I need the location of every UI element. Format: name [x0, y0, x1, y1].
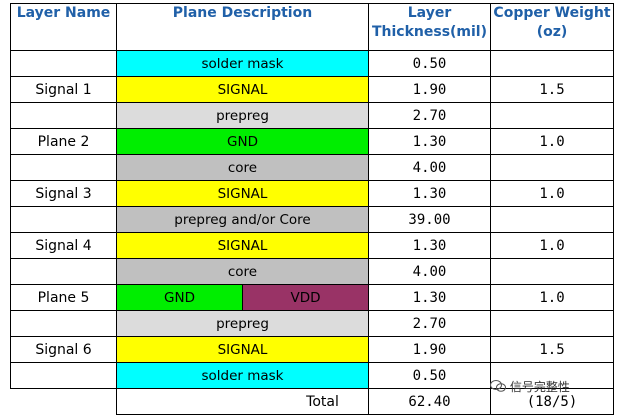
- copper-weight-cell: [490, 206, 614, 233]
- layer-name-cell: Plane 2: [10, 128, 117, 155]
- table-row: prepreg and/or Core 39.00: [10, 206, 614, 233]
- table-row: Plane 2 GND 1.30 1.0: [10, 128, 614, 155]
- copper-weight-cell: [490, 258, 614, 285]
- table-row: Signal 3 SIGNAL 1.30 1.0: [10, 180, 614, 207]
- layer-name-cell: Signal 3: [10, 180, 117, 207]
- copper-weight-cell: 1.0: [490, 284, 614, 311]
- thickness-cell: 4.00: [368, 258, 491, 285]
- layer-name-cell: Plane 5: [10, 284, 117, 311]
- wechat-logo-icon: [490, 380, 506, 392]
- table-row: Signal 4 SIGNAL 1.30 1.0: [10, 232, 614, 259]
- layer-name-cell: [10, 362, 117, 389]
- plane-description-cell: prepreg: [116, 102, 369, 129]
- header-layer-thickness-line1: Layer: [407, 5, 452, 21]
- thickness-cell: 1.30: [368, 180, 491, 207]
- table-row: solder mask 0.50: [10, 50, 614, 77]
- layer-name-cell: Signal 4: [10, 232, 117, 259]
- copper-weight-cell: [490, 310, 614, 337]
- copper-weight-cell: 1.0: [490, 180, 614, 207]
- table-row: Signal 6 SIGNAL 1.90 1.5: [10, 336, 614, 363]
- thickness-cell: 2.70: [368, 102, 491, 129]
- header-copper-weight-line1: Copper Weight: [493, 5, 611, 21]
- copper-weight-cell: [490, 154, 614, 181]
- header-plane-description: Plane Description: [116, 3, 369, 51]
- plane-description-cell: SIGNAL: [116, 336, 369, 363]
- total-copper-weight: (18/5): [490, 388, 614, 415]
- plane-description-cell: GND: [116, 128, 369, 155]
- header-copper-weight-line2: (oz): [536, 24, 568, 40]
- table-row: prepreg 2.70: [10, 310, 614, 337]
- thickness-cell: 1.90: [368, 76, 491, 103]
- layer-name-cell: [10, 206, 117, 233]
- table-row: Signal 1 SIGNAL 1.90 1.5: [10, 76, 614, 103]
- copper-weight-cell: 1.0: [490, 128, 614, 155]
- layer-name-cell: [10, 310, 117, 337]
- copper-weight-cell: [490, 102, 614, 129]
- stackup-table: Layer Name Plane Description Layer Thickn…: [10, 3, 614, 415]
- thickness-cell: 1.30: [368, 128, 491, 155]
- plane-gnd-cell: GND: [116, 284, 243, 311]
- thickness-cell: 2.70: [368, 310, 491, 337]
- copper-weight-cell: 1.0: [490, 232, 614, 259]
- thickness-cell: 0.50: [368, 50, 491, 77]
- layer-name-cell: [10, 102, 117, 129]
- watermark-text: 信号完整性: [509, 380, 570, 394]
- copper-weight-cell: 1.5: [490, 76, 614, 103]
- thickness-cell: 1.30: [368, 284, 491, 311]
- total-row: Total 62.40 (18/5): [11, 388, 614, 415]
- plane-description-cell: prepreg: [116, 310, 369, 337]
- table-row: core 4.00: [10, 258, 614, 285]
- plane-description-cell: solder mask: [116, 50, 369, 77]
- copper-weight-cell: [490, 50, 614, 77]
- header-layer-thickness: Layer Thickness(mil): [368, 3, 491, 51]
- thickness-cell: 39.00: [368, 206, 491, 233]
- header-copper-weight: Copper Weight (oz): [490, 3, 614, 51]
- plane-description-cell: core: [116, 258, 369, 285]
- total-empty-cell: [11, 389, 117, 415]
- table-row: solder mask 0.50: [10, 362, 614, 389]
- table-row: Plane 5 GND VDD 1.30 1.0: [10, 284, 614, 311]
- thickness-cell: 1.90: [368, 336, 491, 363]
- total-label: Total: [116, 388, 369, 415]
- total-thickness: 62.40: [368, 388, 491, 415]
- thickness-cell: 4.00: [368, 154, 491, 181]
- table-row: prepreg 2.70: [10, 102, 614, 129]
- copper-weight-cell: 1.5: [490, 336, 614, 363]
- plane-description-cell: SIGNAL: [116, 180, 369, 207]
- plane-description-cell: core: [116, 154, 369, 181]
- layer-name-cell: [10, 50, 117, 77]
- header-layer-name: Layer Name: [10, 3, 117, 51]
- layer-name-cell: [10, 154, 117, 181]
- plane-description-cell: solder mask: [116, 362, 369, 389]
- layer-name-cell: Signal 1: [10, 76, 117, 103]
- plane-description-cell: SIGNAL: [116, 232, 369, 259]
- thickness-cell: 1.30: [368, 232, 491, 259]
- thickness-cell: 0.50: [368, 362, 491, 389]
- layer-name-cell: Signal 6: [10, 336, 117, 363]
- table-row: core 4.00: [10, 154, 614, 181]
- plane-description-cell: prepreg and/or Core: [116, 206, 369, 233]
- header-layer-thickness-line2: Thickness(mil): [371, 24, 488, 40]
- header-row: Layer Name Plane Description Layer Thickn…: [10, 3, 614, 51]
- plane-description-cell: SIGNAL: [116, 76, 369, 103]
- plane-vdd-cell: VDD: [242, 284, 369, 311]
- watermark: 信号完整性: [490, 378, 570, 395]
- layer-name-cell: [10, 258, 117, 285]
